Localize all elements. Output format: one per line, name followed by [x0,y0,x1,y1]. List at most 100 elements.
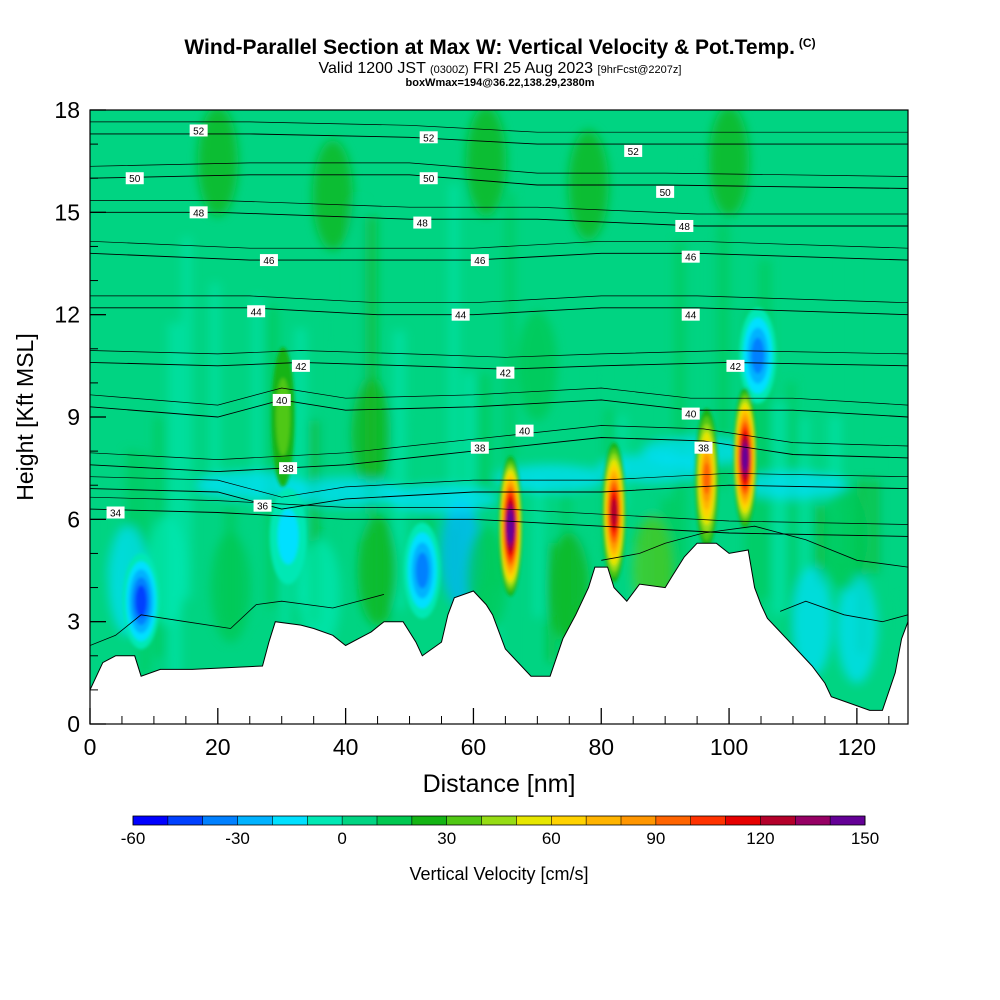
y-tick-label: 3 [67,609,80,635]
y-tick-label: 6 [67,506,80,532]
isentrope-label: 50 [656,185,675,199]
velocity-streak [856,479,868,654]
isentrope-label: 44 [681,308,700,322]
velocity-patch [351,379,392,490]
svg-text:52: 52 [423,133,435,144]
downdraft-core [415,552,429,589]
updraft-core [275,378,290,456]
y-tick-label: 0 [67,711,80,737]
y-tick-label: 18 [54,97,80,123]
x-tick-label: 20 [205,734,231,760]
colorbar-swatch [795,816,831,825]
velocity-streak [435,262,447,512]
colorbar-swatch [272,816,308,825]
svg-text:44: 44 [455,311,467,322]
isentrope-label: 36 [253,499,272,513]
colorbar-tick-label: 120 [746,829,774,848]
isentrope-label: 40 [515,424,534,438]
velocity-streak [168,323,182,680]
isentrope-label: 50 [125,172,144,185]
colorbar-swatch [342,816,378,825]
isentrope-label: 46 [259,254,278,267]
isentrope-40 [90,399,908,418]
colorbar-swatch [586,816,622,825]
isentrope-minor [90,472,908,498]
isentrope-36 [90,484,908,510]
colorbar-swatch [516,816,552,825]
velocity-belt [737,471,848,500]
svg-text:40: 40 [276,396,288,407]
velocity-patch [300,539,341,650]
velocity-patch [210,532,251,643]
svg-text:46: 46 [263,256,275,267]
colorbar-swatch [725,816,761,825]
isentrope-label: 42 [291,359,310,373]
isentrope-minor [90,350,908,358]
isentrope-labels: 52 50 48 52 50 48 52 50 48 46 44 46 44 46 44 42 40 42 40 42… [106,124,745,520]
velocity-patch [709,110,750,217]
colorbar-swatch [446,816,483,825]
velocity-streak [196,302,206,578]
velocity-belt [194,471,305,500]
y-tick-label: 12 [54,302,80,328]
velocity-streak [800,416,809,582]
updraft-core [741,445,749,471]
velocity-streak [885,446,897,639]
colorbar-swatch [690,816,727,825]
isentrope-minor [90,295,908,304]
updraft-core [507,513,514,539]
svg-text:44: 44 [685,311,697,322]
isentrope-label: 38 [694,441,713,455]
colorbar-tick-label: 0 [337,829,346,848]
velocity-streak [322,311,334,519]
velocity-streak [266,306,279,608]
colorbar-tick-label: 30 [437,829,456,848]
chart-subtitle: Valid 1200 JST (0300Z) FRI 25 Aug 2023 [… [318,60,682,77]
colorbar-swatch [481,816,517,825]
isentrope-42 [90,361,908,370]
isentrope-minor [90,162,908,177]
colorbar-swatch [307,816,343,825]
velocity-belt [495,464,606,493]
plot-area: 52 50 48 52 50 48 52 50 48 46 44 46 44 46 44 42 40 42 40 42… [90,110,908,724]
isentrope-label: 44 [247,305,266,318]
x-axis-label: Distance [nm] [423,770,576,798]
colorbar-swatch [202,816,239,825]
velocity-streak [871,479,881,574]
velocity-patch [357,515,398,626]
svg-text:34: 34 [110,509,122,520]
svg-text:50: 50 [423,174,435,185]
velocity-streak [308,420,320,624]
terrain [90,542,908,724]
x-tick-label: 100 [710,734,748,760]
isentrope-label: 50 [419,172,438,185]
velocity-streak [772,402,787,615]
colorbar-tick-label: 60 [542,829,561,848]
isentrope-label: 38 [470,441,489,455]
isentrope-minor [90,200,908,215]
isentrope-50 [90,174,908,189]
isentrope-label: 46 [470,254,489,267]
velocity-streak [210,283,220,489]
isentrope-label: 40 [272,393,291,407]
velocity-streak [533,478,544,618]
velocity-streak [252,296,262,509]
colorbar-tick-label: 150 [851,829,879,848]
x-tick-label: 60 [461,734,487,760]
svg-text:38: 38 [474,444,486,455]
isentrope-minor [90,425,908,460]
isentrope-label: 48 [413,216,432,230]
isentrope-label: 42 [726,359,745,373]
x-tick-label: 80 [588,734,614,760]
x-tick-label: 0 [84,734,97,760]
isentrope-label: 46 [681,250,700,264]
chart-subtitle-box: boxWmax=194@36.22,138.29,2380m [405,77,595,89]
velocity-patch [466,110,507,217]
colorbar-swatch [621,816,657,825]
svg-text:44: 44 [251,307,263,318]
svg-text:50: 50 [660,188,672,199]
isentrope-label: 44 [451,308,470,322]
svg-text:42: 42 [295,362,307,373]
